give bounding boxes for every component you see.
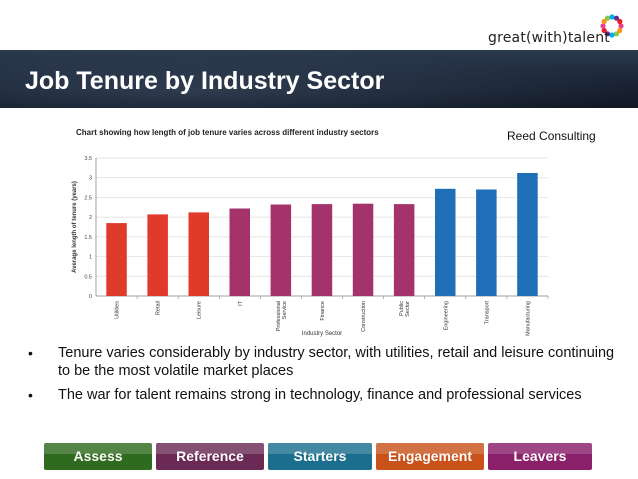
bar-it [229,208,250,296]
header-bar [0,0,638,50]
logo-dot [617,18,623,25]
bar-transport [476,189,497,296]
title-band [0,50,638,108]
x-tick-label: Leisure [197,301,203,319]
bar-leisure [188,212,209,296]
bar-engineering [435,188,456,296]
logo-dot [601,27,607,34]
logo-dot [609,32,615,38]
y-tick-label: 3.5 [84,156,92,162]
x-tick-text: Utilities [115,301,121,319]
chart-container: Chart showing how length of job tenure v… [58,118,590,340]
logo-dot [613,15,620,21]
bar-retail [147,214,168,296]
logo-dot [613,31,620,37]
x-tick-text: Transport [484,301,490,325]
logo-dot [601,18,607,25]
bar-construction [352,203,374,296]
people-ring-icon [600,14,624,38]
chart-title: Chart showing how length of job tenure v… [76,128,379,137]
logo-dot [609,14,615,20]
logo-dot [618,23,624,29]
y-tick-label: 0.5 [84,274,92,280]
slide-title: Job Tenure by Industry Sector [25,67,385,95]
x-tick-label: Public Sector [399,301,411,317]
x-tick-label: Utilities [115,301,121,319]
tenure-bar-chart: Chart showing how length of job tenure v… [72,128,549,337]
x-tick-text: Finance [320,301,326,321]
x-tick-label: Retail [156,301,162,315]
logo-text: great(with)talent [488,30,610,46]
tab-starters[interactable]: Starters [268,443,372,470]
bullet-symbol: • [28,387,33,403]
x-tick-label: Finance [320,301,326,321]
x-tick-text: Retail [156,301,162,315]
tab-leavers[interactable]: Leavers [488,443,592,470]
bar-utilities [106,223,127,296]
x-tick-label: Professional Service [276,301,288,331]
y-tick-label: 0 [89,294,92,300]
x-tick-text: Manufacturing [526,301,532,336]
process-nav: Assess Reference Starters Engagement Lea… [44,443,592,470]
logo-dot [604,31,611,37]
bullet-symbol: • [28,345,33,361]
y-tick-label: 2.5 [84,195,92,201]
y-tick-label: 2 [89,215,92,221]
great-with-talent-logo: great(with)talent [488,8,633,48]
x-tick-text: Leisure [197,301,203,319]
bar-finance [311,204,333,296]
y-axis-label: Average length of tenure (years) [72,181,78,273]
tab-reference[interactable]: Reference [156,443,264,470]
x-tick-text: Public [399,301,405,316]
chart-source: Reed Consulting [507,129,596,143]
bullet-text: The war for talent remains strong in tec… [58,387,582,403]
y-tick-label: 3 [89,176,92,182]
tab-engagement[interactable]: Engagement [376,443,484,470]
bullet-text: Tenure varies considerably by industry s… [58,345,615,379]
x-tick-label: Transport [484,301,490,325]
x-tick-label: IT [238,300,244,306]
y-tick-label: 1.5 [84,235,92,241]
x-tick-text: Service [282,301,288,319]
logo-dot [617,27,623,34]
bar-public-sector [393,204,415,296]
x-tick-text: Sector [405,301,411,317]
x-tick-label: Construction [361,301,367,332]
x-tick-label: Manufacturing [526,301,532,336]
tab-assess[interactable]: Assess [44,443,152,470]
x-tick-text: IT [238,300,244,306]
bar-manufacturing [517,173,538,296]
x-axis-label: Industry Sector [302,331,342,337]
x-tick-text: Engineering [443,301,449,330]
logo-dot [604,15,611,21]
logo-graphic [600,14,624,38]
x-tick-text: Professional [276,301,282,331]
x-tick-text: Construction [361,301,367,332]
x-tick-label: Engineering [443,301,449,330]
logo-dot [600,23,606,29]
bullet-item: • Tenure varies considerably by industry… [28,344,618,380]
y-tick-label: 1 [89,255,92,261]
bullet-list: • Tenure varies considerably by industry… [28,344,618,410]
bar-professional-service [270,204,292,296]
bullet-item: • The war for talent remains strong in t… [28,386,618,404]
